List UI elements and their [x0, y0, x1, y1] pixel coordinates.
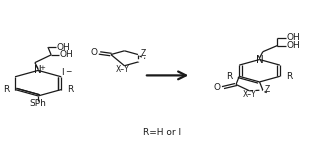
Text: N: N [34, 65, 42, 75]
Text: X–Y: X–Y [116, 65, 130, 74]
Text: OH: OH [57, 43, 70, 51]
Text: +: + [40, 65, 46, 71]
Text: R: R [286, 72, 293, 81]
Text: R: R [3, 85, 9, 94]
Text: O: O [214, 83, 221, 92]
Text: SPh: SPh [30, 99, 46, 108]
Text: R: R [67, 85, 74, 94]
Text: OH: OH [60, 50, 74, 59]
Text: R: R [226, 72, 232, 81]
Text: −: − [65, 67, 72, 76]
Text: O: O [91, 49, 98, 57]
Text: OH: OH [286, 33, 300, 42]
Text: N: N [256, 54, 264, 65]
Text: X–Y: X–Y [243, 90, 257, 99]
Text: I: I [61, 68, 64, 77]
Text: R=H or I: R=H or I [143, 128, 181, 138]
Text: OH: OH [286, 41, 300, 50]
Text: Z: Z [140, 49, 146, 58]
Text: Z: Z [265, 85, 270, 94]
